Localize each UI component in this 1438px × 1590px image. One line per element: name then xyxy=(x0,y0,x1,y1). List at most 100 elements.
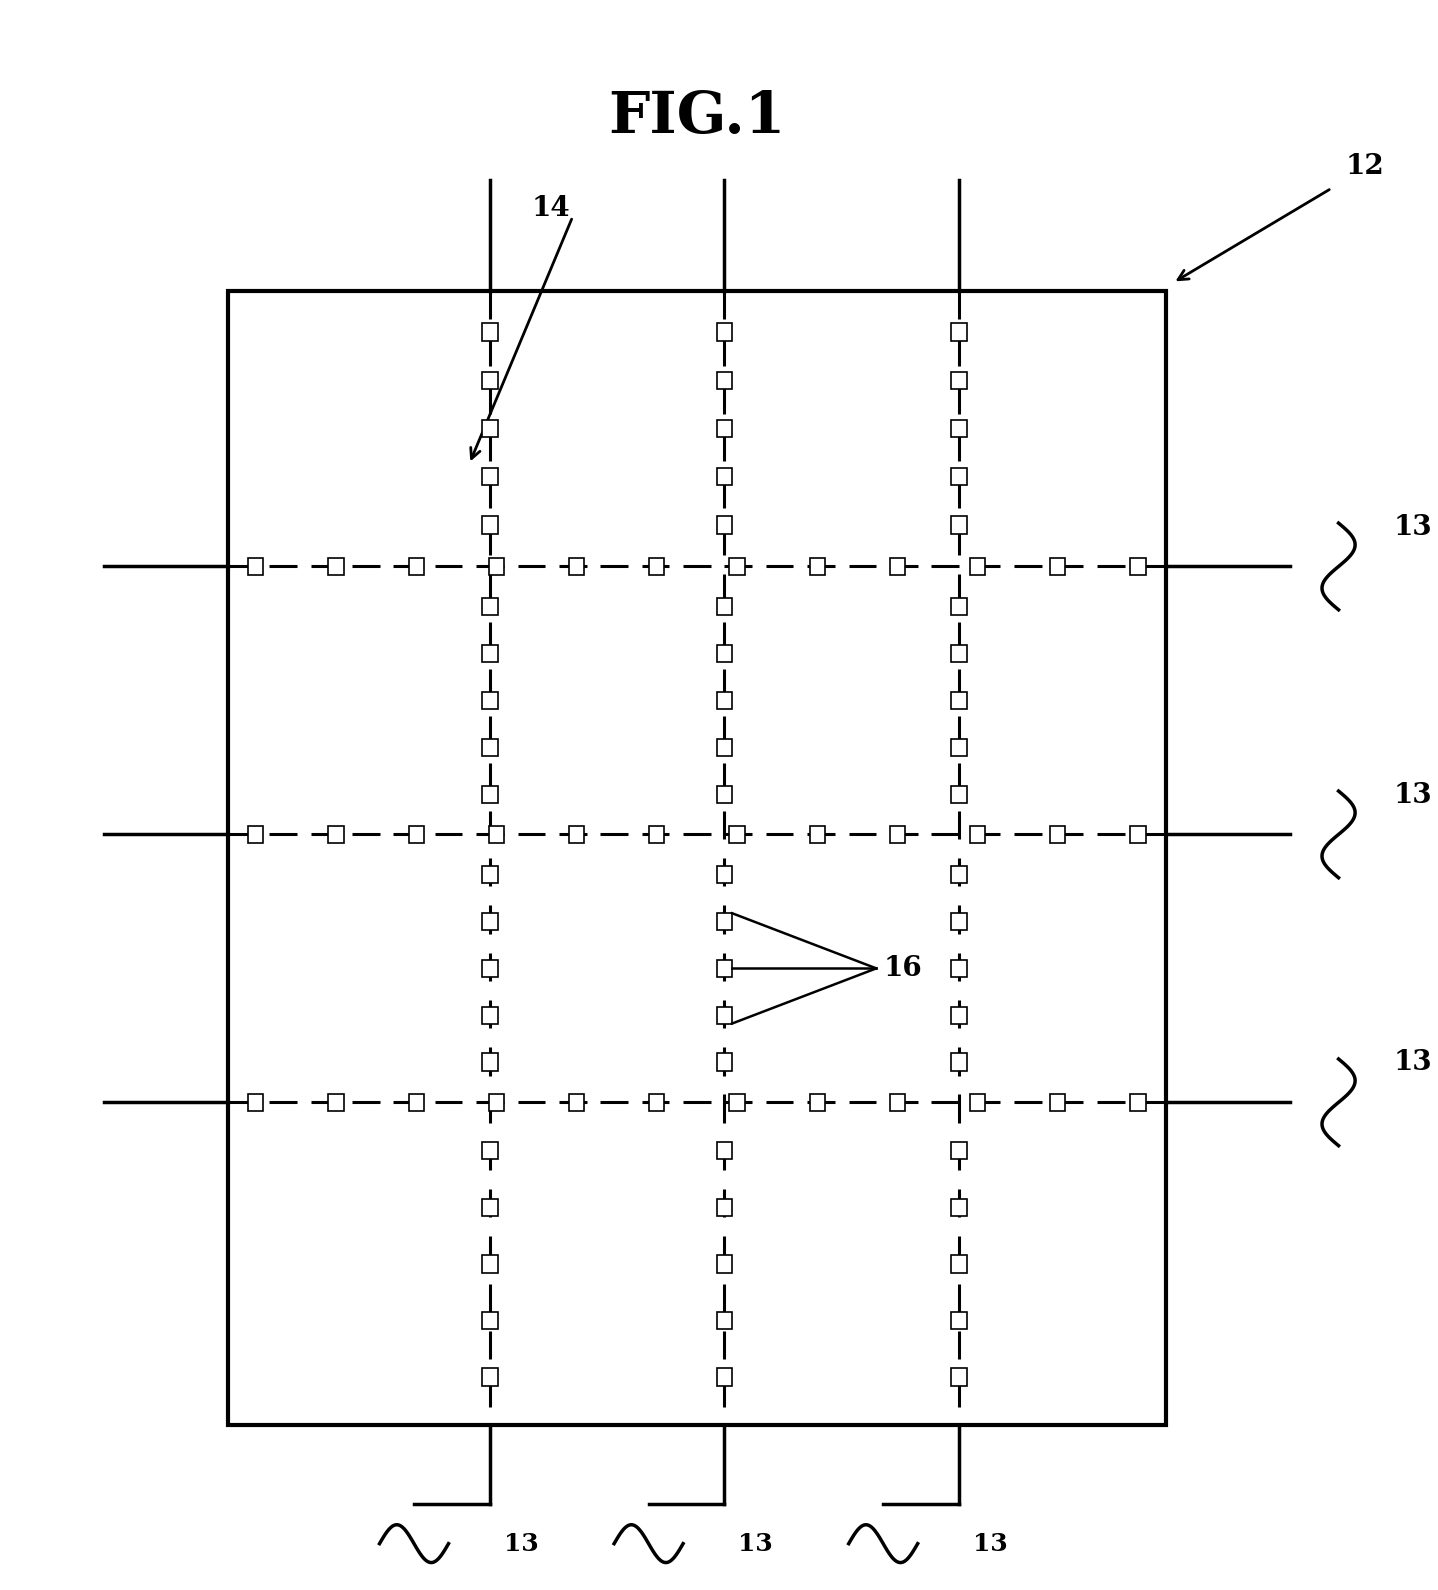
Bar xyxy=(718,913,732,930)
Bar xyxy=(482,960,498,976)
Bar xyxy=(718,646,732,661)
Bar xyxy=(569,825,584,843)
Bar xyxy=(408,1094,424,1111)
Bar xyxy=(482,467,498,485)
Bar xyxy=(1130,1094,1146,1111)
Bar xyxy=(890,825,905,843)
Bar xyxy=(952,646,966,661)
Bar xyxy=(952,1199,966,1216)
Bar xyxy=(482,1142,498,1159)
Bar xyxy=(227,291,1166,1426)
Bar xyxy=(249,558,263,576)
Bar xyxy=(971,1094,985,1111)
Bar xyxy=(489,558,505,576)
Bar xyxy=(482,1054,498,1070)
Bar xyxy=(718,785,732,803)
Bar xyxy=(482,785,498,803)
Text: 13: 13 xyxy=(1393,514,1432,541)
Text: 14: 14 xyxy=(531,196,569,223)
Text: 12: 12 xyxy=(1346,153,1385,180)
Bar xyxy=(482,739,498,755)
Bar xyxy=(482,372,498,390)
Bar xyxy=(952,372,966,390)
Bar xyxy=(482,1199,498,1216)
Bar xyxy=(1050,825,1066,843)
Bar xyxy=(482,646,498,661)
Bar xyxy=(408,558,424,576)
Bar xyxy=(952,1142,966,1159)
Bar xyxy=(952,913,966,930)
Bar xyxy=(718,1006,732,1024)
Bar xyxy=(1050,1094,1066,1111)
Bar xyxy=(718,372,732,390)
Bar xyxy=(718,1142,732,1159)
Bar xyxy=(482,913,498,930)
Bar xyxy=(952,1006,966,1024)
Bar xyxy=(482,1369,498,1385)
Bar xyxy=(482,420,498,437)
Bar xyxy=(328,825,344,843)
Bar xyxy=(810,1094,825,1111)
Bar xyxy=(489,1094,505,1111)
Bar xyxy=(810,558,825,576)
Bar xyxy=(649,825,664,843)
Bar xyxy=(1130,558,1146,576)
Bar xyxy=(952,1054,966,1070)
Bar xyxy=(952,960,966,976)
Text: 16: 16 xyxy=(883,956,922,983)
Bar xyxy=(718,1054,732,1070)
Bar xyxy=(718,960,732,976)
Bar xyxy=(482,1255,498,1272)
Bar xyxy=(952,598,966,615)
Text: 13: 13 xyxy=(974,1531,1008,1555)
Bar xyxy=(718,1255,732,1272)
Bar xyxy=(1130,825,1146,843)
Bar xyxy=(952,420,966,437)
Bar xyxy=(569,558,584,576)
Bar xyxy=(718,867,732,884)
Bar xyxy=(718,1199,732,1216)
Bar xyxy=(952,1369,966,1385)
Bar xyxy=(408,825,424,843)
Bar xyxy=(718,1312,732,1329)
Bar xyxy=(718,598,732,615)
Bar xyxy=(718,517,732,534)
Bar xyxy=(249,1094,263,1111)
Bar xyxy=(971,558,985,576)
Bar xyxy=(952,692,966,709)
Bar xyxy=(482,517,498,534)
Text: 13: 13 xyxy=(503,1531,538,1555)
Bar xyxy=(718,323,732,340)
Bar xyxy=(328,558,344,576)
Bar xyxy=(482,692,498,709)
Bar xyxy=(482,1006,498,1024)
Bar xyxy=(718,739,732,755)
Bar xyxy=(482,1312,498,1329)
Bar xyxy=(729,1094,745,1111)
Text: 13: 13 xyxy=(738,1531,774,1555)
Bar xyxy=(249,825,263,843)
Bar xyxy=(952,1255,966,1272)
Bar xyxy=(952,739,966,755)
Bar xyxy=(482,323,498,340)
Bar xyxy=(718,1369,732,1385)
Text: 13: 13 xyxy=(1393,782,1432,808)
Bar xyxy=(649,558,664,576)
Bar xyxy=(489,825,505,843)
Bar xyxy=(482,867,498,884)
Bar xyxy=(952,785,966,803)
Bar xyxy=(328,1094,344,1111)
Bar xyxy=(1050,558,1066,576)
Bar xyxy=(729,825,745,843)
Bar xyxy=(810,825,825,843)
Bar xyxy=(952,323,966,340)
Bar xyxy=(971,825,985,843)
Text: FIG.1: FIG.1 xyxy=(608,89,785,145)
Bar xyxy=(952,867,966,884)
Bar xyxy=(890,558,905,576)
Bar xyxy=(718,467,732,485)
Bar xyxy=(718,692,732,709)
Bar xyxy=(718,420,732,437)
Bar xyxy=(569,1094,584,1111)
Bar xyxy=(482,598,498,615)
